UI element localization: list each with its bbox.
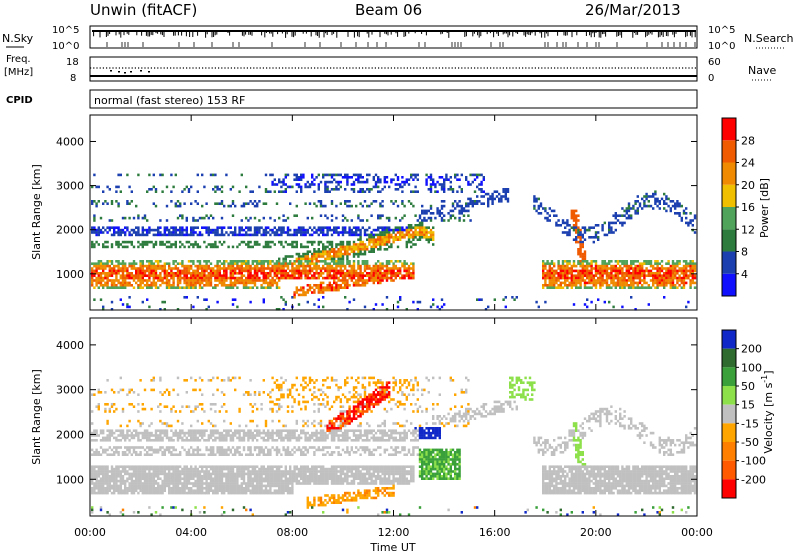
power-colorbar-tick-label: 28 [741,134,755,147]
power-ylabel: Slant Range [km] [30,164,43,260]
power-ytick-label: 2000 [56,224,84,237]
freq-dot [110,70,112,72]
velocity-colorbar-swatch [722,330,736,349]
velocity-ytick-label: 1000 [56,473,84,486]
cpid-text: normal (fast stereo) 153 RF [94,94,245,107]
power-y-ticks: 1000 2000 3000 4000 [56,135,697,281]
freq-unit: [MHz] [4,67,33,78]
power-colorbar-swatch [722,251,736,274]
x-tick-label: 04:00 [175,526,207,539]
cpid-panel: CPID normal (fast stereo) 153 RF [6,89,698,109]
power-colorbar-swatch [722,273,736,296]
velocity-ytick-label: 4000 [56,339,84,352]
velocity-colorbar-swatch [722,348,736,368]
velocity-plot: 1000 2000 3000 4000 00:00 04:00 08:00 12:00 16:… [30,115,713,554]
x-tick-label: 00:00 [74,526,106,539]
velocity-colorbar-tick-label: -15 [741,417,759,430]
velocity-ylabel: Slant Range [km] [30,369,43,465]
power-plot: 1000 2000 3000 4000 Slant Range [km] [30,114,698,311]
nsky-tick-bottom: 10^0 [52,41,79,52]
power-colorbar-tick-label: 24 [741,157,755,170]
velocity-colorbar-tick-label: 200 [741,343,762,356]
velocity-colorbar-tick-label: -50 [741,436,759,449]
power-colorbar-tick-label: 4 [741,268,748,281]
velocity-data [91,376,697,516]
nsky-count-marks [93,31,696,38]
velocity-colorbar: 200 100 50 15 -15 -50 -100 -200 Velocity [m s-1… [721,329,775,499]
freq-dot [118,71,120,73]
velocity-colorbar-swatch [722,479,736,498]
velocity-colorbar-swatch [722,460,736,480]
freq-dot [140,70,142,72]
x-tick-label: 12:00 [378,526,410,539]
freq-dot [124,72,126,74]
power-colorbar-swatch [722,229,736,252]
velocity-colorbar-tick-label: 15 [741,399,755,412]
beam-title: Beam 06 [355,1,422,19]
freq-panel: Freq. [MHz] 18 8 60 0 Nave [4,54,776,84]
freq-dots [110,70,150,74]
cpid-label: CPID [6,95,33,106]
x-tick-label: 16:00 [479,526,511,539]
nsearch-marks [106,42,696,47]
freq-tick-bottom: 8 [70,73,76,84]
nsky-label: N.Sky [2,32,34,45]
velocity-colorbar-swatch [722,367,736,386]
freq-label: Freq. [6,54,31,65]
nave-label: Nave [748,64,776,77]
nsky-tick-top: 10^5 [52,25,79,36]
power-colorbar-swatch [722,207,736,230]
power-colorbar-tick-label: 16 [741,201,755,214]
x-axis-label: Time UT [369,541,415,554]
station-title: Unwin (fitACF) [90,1,197,19]
x-tick-label: 08:00 [276,526,308,539]
velocity-colorbar-tick-label: -200 [741,473,766,486]
velocity-colorbar-frame [721,329,737,499]
power-colorbar-tick-label: 20 [741,179,755,192]
x-tick-label: 20:00 [580,526,612,539]
power-ytick-label: 3000 [56,180,84,193]
power-colorbar-swatch [722,184,736,207]
power-data [91,173,697,311]
velocity-ytick-label: 2000 [56,428,84,441]
velocity-colorbar-swatch [722,404,736,424]
velocity-colorbar-tick-label: 100 [741,361,762,374]
nsearch-tick-bottom: 10^0 [708,41,735,52]
power-colorbar: 4 8 12 16 20 24 28 Power [dB] [721,117,771,297]
freq-dot [130,71,132,73]
power-colorbar-swatch [722,140,736,163]
velocity-colorbar-label: Velocity [m s-1] [760,370,775,453]
nsky-panel: N.Sky 10^5 10^0 10^5 10^0 N.Search [2,25,794,52]
velocity-colorbar-tick-label: 50 [741,380,755,393]
power-colorbar-tick-label: 12 [741,223,755,236]
velocity-colorbar-swatch [722,386,736,405]
velocity-colorbar-tick-label: -100 [741,455,766,468]
power-colorbar-swatch [722,162,736,185]
nave-tick-bottom: 0 [708,73,714,84]
x-tick-label: 00:00 [681,526,713,539]
power-ytick-label: 1000 [56,268,84,281]
power-colorbar-label: Power [dB] [758,178,771,238]
freq-tick-top: 18 [66,57,79,68]
freq-dot [148,71,150,73]
velocity-colorbar-swatch [722,423,736,442]
velocity-y-ticks: 1000 2000 3000 4000 [56,339,697,486]
power-colorbar-tick-label: 8 [741,246,748,259]
power-colorbar-swatch [722,118,736,141]
date-title: 26/Mar/2013 [585,1,681,19]
velocity-x-ticks: 00:00 04:00 08:00 12:00 16:00 20:00 00:00 [74,115,713,539]
nsearch-tick-top: 10^5 [708,25,735,36]
nsearch-label: N.Search [744,32,794,45]
nsky-marks [92,30,696,47]
velocity-ytick-label: 3000 [56,384,84,397]
power-ytick-label: 4000 [56,135,84,148]
velocity-colorbar-swatch [722,442,736,461]
nave-tick-top: 60 [708,57,721,68]
